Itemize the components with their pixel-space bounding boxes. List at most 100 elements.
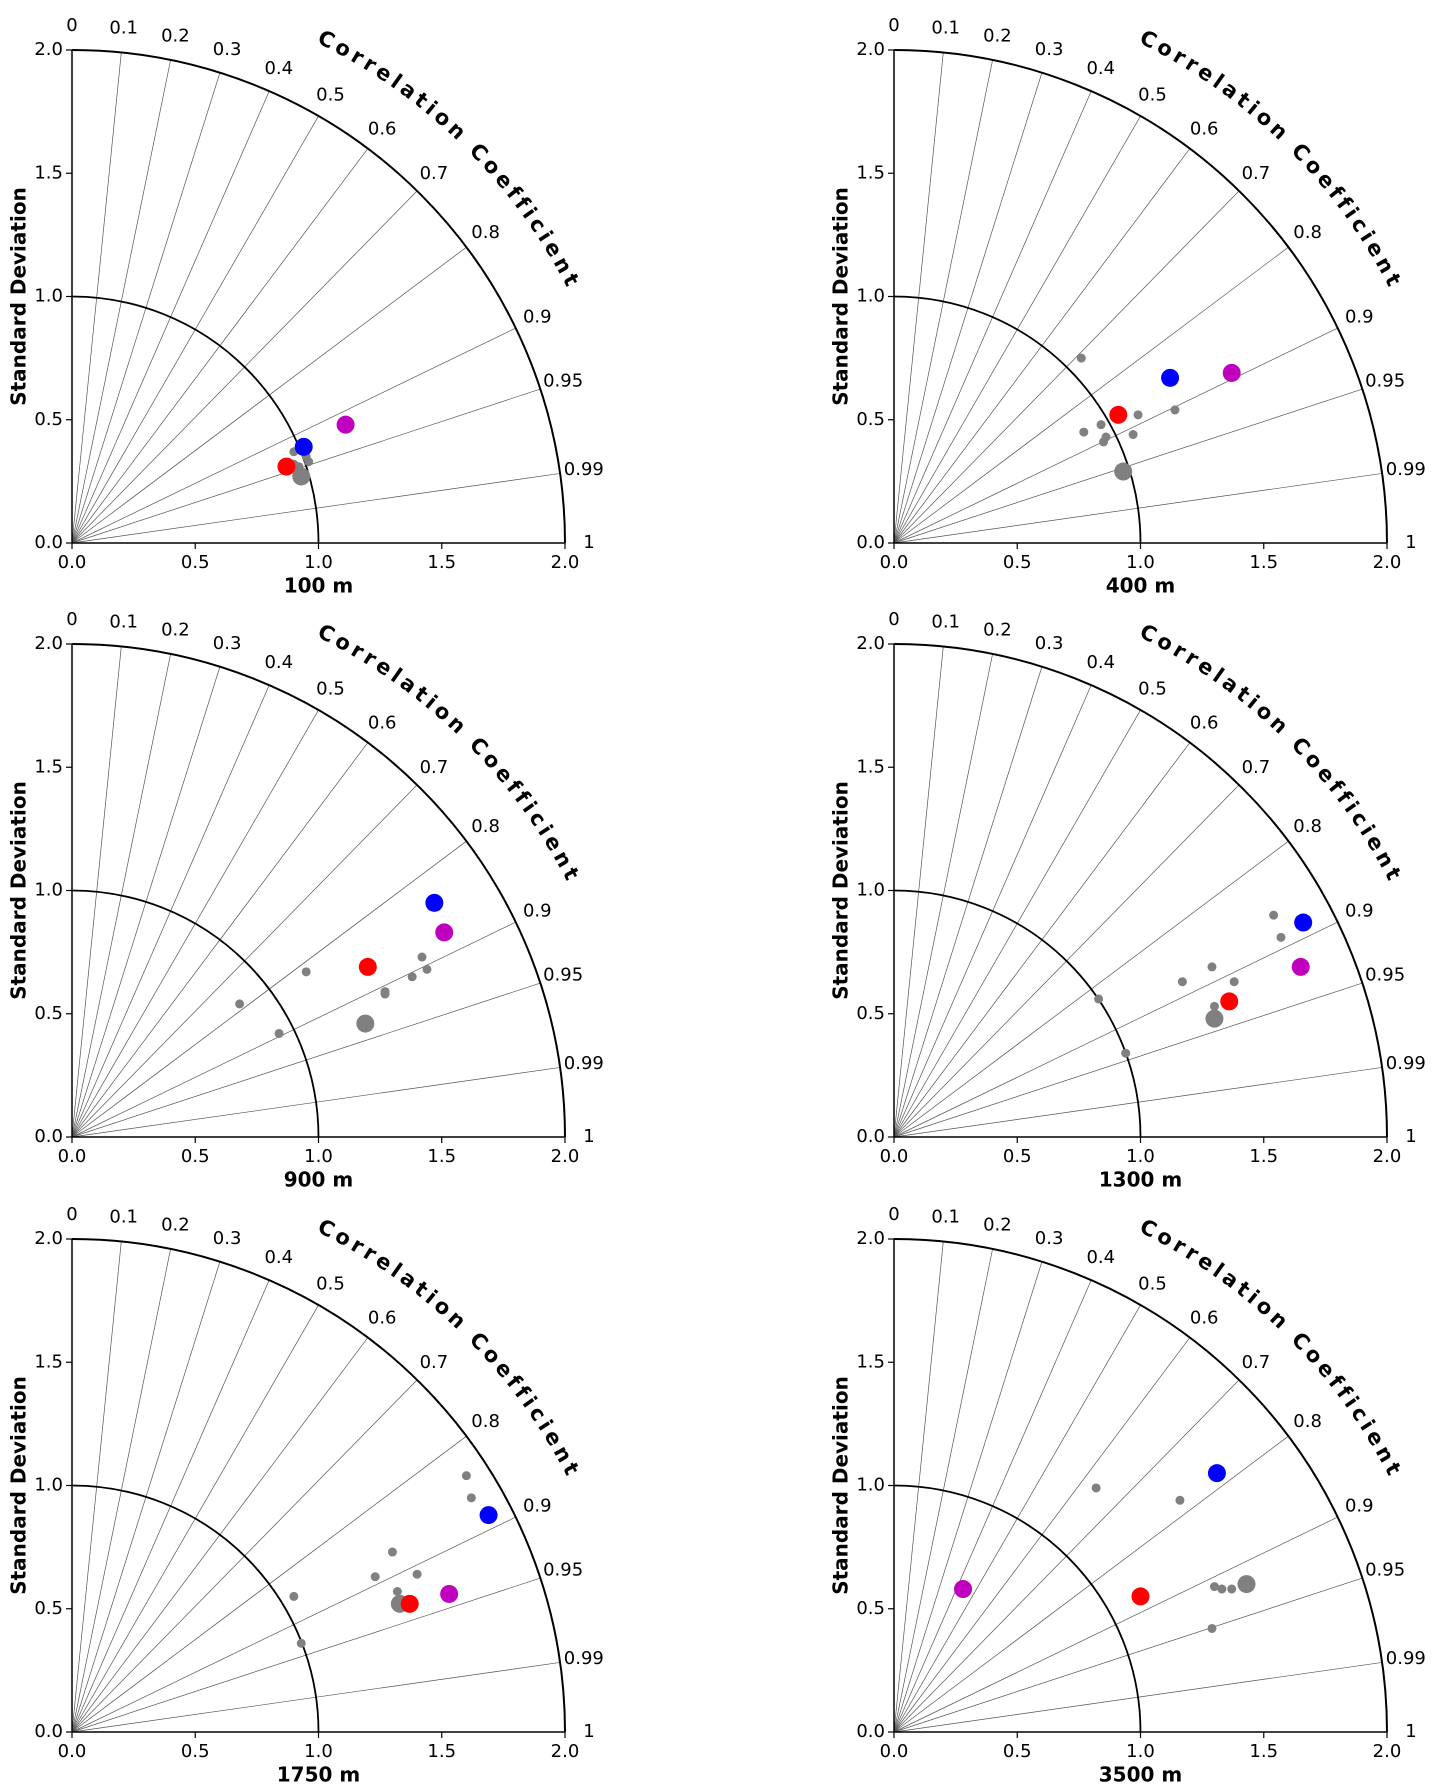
x-tick-label: 0.5: [181, 552, 210, 573]
correlation-tick-label: 0.6: [368, 712, 397, 733]
correlation-tick-label: 0.6: [1190, 1307, 1219, 1328]
correlation-tick-label: 0.5: [316, 678, 345, 699]
y-tick-label: 1.5: [34, 1351, 63, 1372]
correlation-tick-label: 0.8: [471, 816, 500, 837]
x-tick-label: 0.0: [880, 1741, 909, 1762]
data-point: [422, 964, 432, 974]
correlation-tick-label: 0.1: [109, 1207, 138, 1228]
correlation-tick-label: 0.4: [1086, 652, 1115, 673]
correlation-tick-label: 0.6: [1190, 118, 1219, 139]
data-point: [1207, 962, 1217, 972]
data-point: [277, 457, 296, 476]
correlation-tick-label: 0.8: [1293, 816, 1322, 837]
x-tick-label: 2.0: [551, 552, 580, 573]
correlation-tick-label: 0.9: [523, 901, 552, 922]
data-point: [479, 1506, 498, 1525]
correlation-axis-label: Correlation Coefficient: [1136, 619, 1408, 887]
correlation-tick-label: 0.7: [1242, 1352, 1271, 1373]
correlation-axis-label-text: Correlation Coefficient: [1136, 1214, 1404, 1482]
correlation-tick-label: 0.4: [1086, 1247, 1115, 1268]
correlation-tick-label: 0.6: [368, 1307, 397, 1328]
correlation-axis-label-text: Correlation Coefficient: [1136, 619, 1404, 887]
x-axis-label: 900 m: [284, 1168, 354, 1192]
x-tick-label: 0.5: [1003, 552, 1032, 573]
correlation-tick-label: 1: [1405, 532, 1416, 553]
x-axis-label: 3500 m: [1099, 1763, 1182, 1786]
y-tick-label: 0.0: [34, 1126, 63, 1147]
correlation-tick-label: 1: [583, 1126, 594, 1147]
data-point: [1099, 437, 1109, 447]
x-tick-label: 2.0: [551, 1741, 580, 1762]
x-tick-label: 0.0: [58, 1741, 87, 1762]
data-point: [1294, 913, 1313, 932]
data-point: [1222, 363, 1241, 382]
x-tick-label: 1.5: [1249, 1146, 1278, 1167]
y-tick-label: 0.0: [34, 532, 63, 553]
correlation-tick-label: 0.6: [1190, 712, 1219, 733]
correlation-tick-label: 0.8: [471, 1411, 500, 1432]
data-point: [425, 893, 444, 912]
y-tick-label: 1.0: [34, 286, 63, 307]
data-point: [294, 437, 313, 456]
outer-arc: [893, 643, 1388, 1138]
correlation-tick-label: 0.99: [564, 459, 604, 480]
correlation-tick-label: 0.95: [543, 1560, 583, 1581]
correlation-tick-label: 0.1: [931, 612, 960, 633]
reference-arc: [71, 1484, 320, 1733]
data-point: [1114, 462, 1133, 481]
x-axis-label: 400 m: [1106, 574, 1176, 598]
correlation-tick-label: 0.4: [264, 1247, 293, 1268]
x-tick-label: 1.0: [1126, 552, 1155, 573]
taylor-panel: 0 0.1 0.2 0.3 0.4 0.5 0.6 0.7 0.8 0.9 0.95 0.99 1 0.0…: [7, 1204, 604, 1787]
correlation-tick-label: 0.1: [931, 1207, 960, 1228]
correlation-tick-label: 0.99: [564, 1648, 604, 1669]
data-point: [1079, 427, 1089, 437]
data-point: [1133, 410, 1143, 420]
y-axis-label: Standard Deviation: [829, 1376, 853, 1595]
correlation-tick-label: 0.9: [1345, 901, 1374, 922]
y-tick-label: 0.5: [856, 1003, 885, 1024]
correlation-tick-label: 0.3: [1035, 39, 1064, 60]
correlation-tick-label: 0.3: [1035, 633, 1064, 654]
correlation-tick-label: 0.2: [161, 1214, 190, 1235]
y-axis-label: Standard Deviation: [7, 781, 31, 1000]
correlation-tick-label: 0.3: [213, 1228, 242, 1249]
y-tick-label: 1.0: [34, 880, 63, 901]
x-tick-label: 1.5: [1249, 1741, 1278, 1762]
taylor-panel: 0 0.1 0.2 0.3 0.4 0.5 0.6 0.7 0.8 0.9 0.95 0.99 1 0.0…: [7, 15, 604, 598]
y-tick-label: 0.0: [856, 532, 885, 553]
x-tick-label: 2.0: [1373, 1146, 1402, 1167]
data-point: [1207, 1623, 1217, 1633]
data-point: [1205, 1009, 1224, 1028]
x-axis-label: 1750 m: [277, 1763, 360, 1786]
y-tick-label: 2.0: [34, 1228, 63, 1249]
data-point: [412, 1569, 422, 1579]
data-point: [1076, 353, 1086, 363]
correlation-tick-label: 0.9: [1345, 1496, 1374, 1517]
outer-arc: [893, 1238, 1388, 1733]
data-point: [1237, 1575, 1256, 1594]
correlation-tick-label: 0.8: [1293, 222, 1322, 243]
y-tick-label: 2.0: [856, 39, 885, 60]
y-tick-label: 2.0: [856, 1228, 885, 1249]
data-point: [954, 1580, 973, 1599]
correlation-tick-label: 0.2: [161, 619, 190, 640]
correlation-axis-label: Correlation Coefficient: [1136, 25, 1408, 293]
x-tick-label: 1.0: [1126, 1741, 1155, 1762]
correlation-axis-label-text: Correlation Coefficient: [314, 619, 582, 887]
y-tick-label: 0.0: [34, 1721, 63, 1742]
data-point: [1121, 1048, 1131, 1058]
data-point: [301, 967, 311, 977]
taylor-panel: 0 0.1 0.2 0.3 0.4 0.5 0.6 0.7 0.8 0.9 0.95 0.99 1 0.0…: [829, 15, 1426, 598]
data-point: [1128, 430, 1138, 440]
y-tick-label: 2.0: [34, 39, 63, 60]
y-tick-label: 0.0: [856, 1721, 885, 1742]
correlation-tick-label: 0.5: [316, 1273, 345, 1294]
correlation-tick-label: 0.3: [213, 39, 242, 60]
correlation-tick-label: 0.95: [543, 371, 583, 392]
data-point: [1291, 957, 1310, 976]
data-point: [1094, 994, 1104, 1004]
correlation-tick-label: 0.9: [523, 307, 552, 328]
correlation-tick-label: 0.3: [213, 633, 242, 654]
data-point: [380, 989, 390, 999]
